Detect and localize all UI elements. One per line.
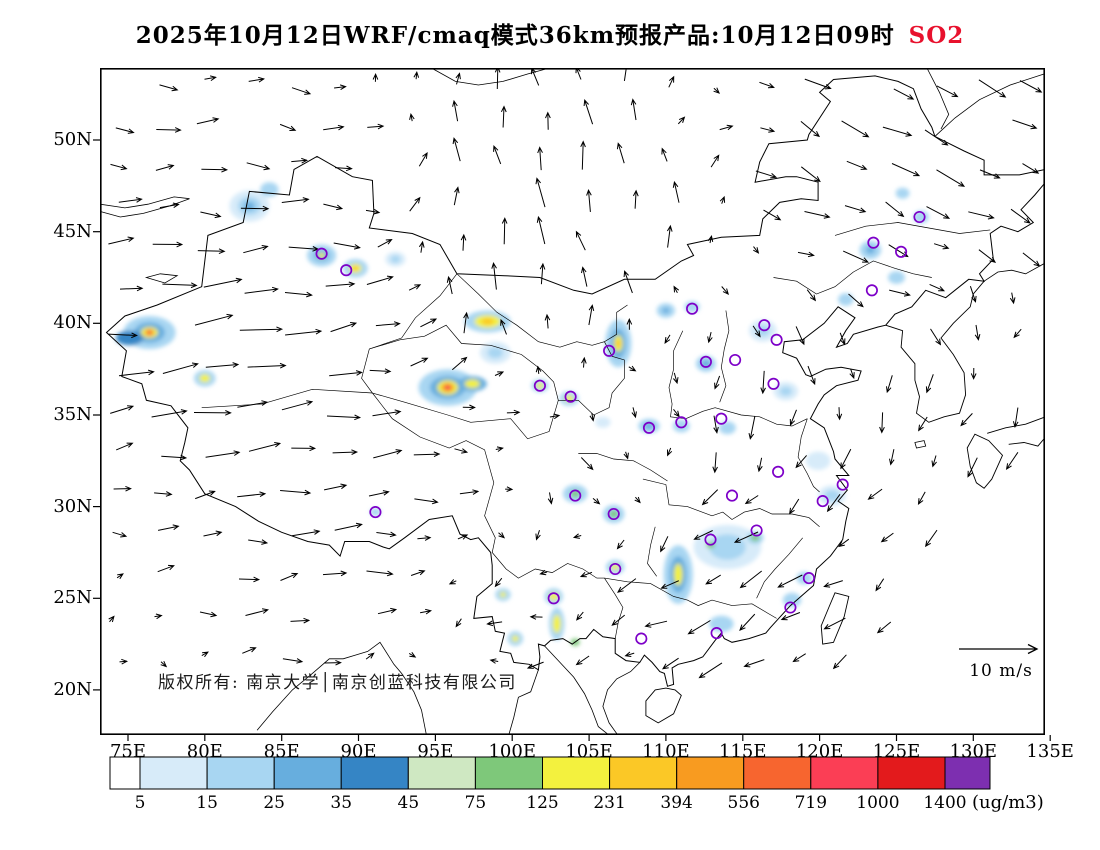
colorbar-tick-label: 719 bbox=[794, 793, 828, 813]
station-marker bbox=[675, 416, 688, 429]
colorbar-tick-label: 556 bbox=[727, 793, 760, 813]
colorbar-tick-label: 35 bbox=[330, 793, 353, 813]
colorbar bbox=[109, 756, 991, 790]
colorbar-unit: (ug/m3) bbox=[972, 792, 1044, 813]
station-marker bbox=[603, 344, 616, 357]
station-markers bbox=[315, 210, 926, 645]
colorbar-cell bbox=[407, 756, 476, 790]
axis-ticks bbox=[93, 139, 1051, 741]
china-forecast-map bbox=[93, 68, 1051, 741]
station-marker bbox=[816, 495, 829, 508]
lat-tick-label: 40N bbox=[53, 312, 92, 334]
lat-tick-label: 30N bbox=[53, 495, 92, 517]
station-marker bbox=[802, 572, 815, 585]
concentration-field bbox=[115, 182, 929, 646]
colorbar-cell bbox=[609, 756, 678, 790]
colorbar-tick-label: 25 bbox=[263, 793, 285, 813]
lat-tick-label: 20N bbox=[53, 678, 92, 700]
station-marker bbox=[725, 489, 739, 502]
lat-tick-label: 35N bbox=[53, 403, 92, 425]
station-marker bbox=[767, 377, 780, 390]
colorbar-cell bbox=[810, 756, 879, 790]
colorbar-cell bbox=[340, 756, 409, 790]
colorbar-cell bbox=[139, 756, 208, 790]
station-marker bbox=[913, 210, 926, 224]
page-title: 2025年10月12日WRF/cmaq模式36km预报产品:10月12日09时 S… bbox=[0, 16, 1100, 50]
colorbar-tick-label: 1000 bbox=[856, 793, 900, 813]
station-marker bbox=[865, 284, 878, 297]
colorbar-cell bbox=[474, 756, 543, 790]
colorbar-tick-label: 394 bbox=[660, 793, 693, 813]
station-marker bbox=[867, 236, 880, 249]
colorbar-tick-label: 1400 bbox=[923, 793, 967, 813]
colorbar-cell bbox=[206, 756, 275, 790]
lat-tick-label: 45N bbox=[53, 220, 92, 242]
station-marker bbox=[642, 421, 656, 434]
map-plot: 版权所有: 南京大学│南京创蓝科技有限公司 10 m/s bbox=[93, 68, 1051, 741]
station-marker bbox=[710, 627, 723, 640]
station-marker bbox=[784, 601, 797, 614]
station-marker bbox=[699, 355, 712, 368]
station-marker bbox=[750, 524, 763, 537]
plot-frame bbox=[100, 68, 1046, 736]
pollutant-label: SO2 bbox=[908, 22, 965, 49]
copyright-text: 版权所有: 南京大学│南京创蓝科技有限公司 bbox=[158, 673, 517, 693]
station-marker bbox=[895, 245, 908, 258]
station-marker bbox=[547, 592, 560, 605]
station-marker bbox=[758, 319, 771, 332]
colorbar-tick-label: 125 bbox=[526, 793, 559, 813]
colorbar-tick-label: 15 bbox=[196, 793, 218, 813]
colorbar-cell bbox=[743, 756, 812, 790]
wind-scale-label: 10 m/s bbox=[969, 661, 1033, 681]
coastlines bbox=[100, 68, 1045, 735]
station-marker bbox=[564, 390, 577, 403]
colorbar-cell bbox=[676, 756, 745, 790]
wind-scale-arrow-icon bbox=[959, 643, 1039, 655]
colorbar-tick-label: 45 bbox=[397, 793, 420, 813]
station-marker bbox=[772, 465, 785, 478]
colorbar-cell bbox=[542, 756, 611, 790]
province-borders bbox=[201, 222, 991, 639]
wind-scale-legend: 10 m/s bbox=[956, 640, 1046, 681]
station-marker bbox=[704, 533, 717, 546]
station-marker bbox=[607, 507, 620, 521]
station-marker bbox=[369, 506, 382, 519]
lon-tick-label: 135E bbox=[1026, 741, 1074, 762]
station-marker bbox=[715, 412, 728, 425]
title-text: 2025年10月12日WRF/cmaq模式36km预报产品:10月12日09时 bbox=[135, 22, 895, 49]
colorbar-cell bbox=[273, 756, 342, 790]
wind-vectors bbox=[108, 68, 1043, 679]
station-marker bbox=[635, 632, 648, 645]
station-marker bbox=[729, 353, 742, 367]
lat-tick-label: 25N bbox=[53, 587, 92, 609]
station-marker bbox=[315, 247, 328, 260]
station-marker bbox=[609, 562, 622, 576]
colorbar-tick-label: 231 bbox=[593, 793, 626, 813]
station-marker bbox=[770, 333, 783, 346]
lat-tick-label: 50N bbox=[53, 129, 92, 151]
station-marker bbox=[686, 302, 699, 315]
colorbar-tick-label: 5 bbox=[134, 793, 146, 813]
colorbar-tick-label: 75 bbox=[464, 793, 487, 813]
colorbar-cell bbox=[109, 756, 141, 790]
station-marker bbox=[340, 264, 353, 277]
colorbar-cell bbox=[944, 756, 991, 790]
station-marker bbox=[569, 489, 582, 502]
station-marker bbox=[836, 478, 849, 491]
colorbar-cell bbox=[877, 756, 946, 790]
station-marker bbox=[533, 379, 546, 392]
